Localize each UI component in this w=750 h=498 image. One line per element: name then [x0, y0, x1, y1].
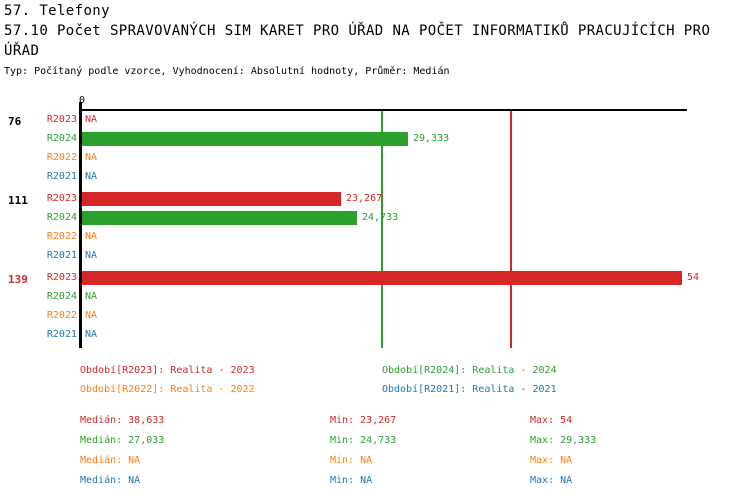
series-label: R2022 [46, 152, 77, 163]
series-label: R2021 [46, 250, 77, 261]
na-label: NA [85, 152, 98, 163]
bar [82, 271, 682, 285]
na-label: NA [85, 171, 98, 182]
metric-title-line-2: ÚŘAD [4, 43, 40, 59]
y-axis-line [79, 102, 82, 348]
value-label: 29,333 [413, 133, 450, 144]
legend-item-orange: Období[R2022]: Realita - 2022 [80, 384, 255, 395]
stat-max: Max: 54 [530, 415, 573, 426]
bar [82, 132, 408, 146]
stat-max: Max: 29,333 [530, 435, 597, 446]
na-label: NA [85, 310, 98, 321]
series-label: R2022 [46, 231, 77, 242]
na-label: NA [85, 231, 98, 242]
series-label: R2024 [46, 212, 77, 223]
x-axis-origin-label: 0 [78, 95, 86, 106]
na-label: NA [85, 250, 98, 261]
stat-min: Min: 23,267 [330, 415, 397, 426]
bar [82, 192, 341, 206]
series-label: R2022 [46, 310, 77, 321]
stat-median: Medián: 38,633 [80, 415, 165, 426]
series-label: R2021 [46, 329, 77, 340]
section-title: 57. Telefony [4, 3, 110, 19]
legend-item-green: Období[R2024]: Realita - 2024 [382, 365, 557, 376]
metric-subtitle: Typ: Počítaný podle vzorce, Vyhodnocení:… [4, 66, 450, 77]
metric-title-line-1: 57.10 Počet SPRAVOVANÝCH SIM KARET PRO Ú… [4, 23, 711, 39]
stat-min: Min: NA [330, 475, 373, 486]
report-header: 57. Telefony 57.10 Počet SPRAVOVANÝCH SI… [4, 1, 710, 78]
series-label: R2024 [46, 133, 77, 144]
series-label: R2023 [46, 193, 77, 204]
value-label: 54 [687, 272, 700, 283]
x-axis-line [79, 109, 687, 111]
group-label: 139 [8, 273, 28, 286]
reference-line-red [510, 111, 512, 348]
stat-min: Min: NA [330, 455, 373, 466]
reference-line-green [381, 111, 383, 348]
group-label: 111 [8, 194, 28, 207]
series-label: R2023 [46, 272, 77, 283]
stat-median: Medián: NA [80, 455, 141, 466]
value-label: 24,733 [362, 212, 399, 223]
na-label: NA [85, 114, 98, 125]
bar [82, 211, 357, 225]
series-label: R2023 [46, 114, 77, 125]
stat-median: Medián: 27,033 [80, 435, 165, 446]
stat-max: Max: NA [530, 455, 573, 466]
series-label: R2021 [46, 171, 77, 182]
legend-item-blue: Období[R2021]: Realita - 2021 [382, 384, 557, 395]
value-label: 23,267 [346, 193, 383, 204]
na-label: NA [85, 329, 98, 340]
na-label: NA [85, 291, 98, 302]
legend-item-red: Období[R2023]: Realita - 2023 [80, 365, 255, 376]
stat-median: Medián: NA [80, 475, 141, 486]
stat-min: Min: 24,733 [330, 435, 397, 446]
group-label: 76 [8, 115, 22, 128]
stat-max: Max: NA [530, 475, 573, 486]
series-label: R2024 [46, 291, 77, 302]
